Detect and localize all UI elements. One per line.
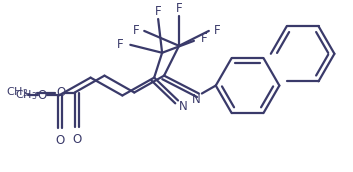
Text: F: F: [176, 2, 182, 15]
Text: F: F: [155, 4, 161, 18]
Text: F: F: [133, 24, 139, 37]
Text: N: N: [179, 100, 187, 113]
Text: CH$_3$: CH$_3$: [15, 89, 37, 102]
Text: F: F: [201, 32, 207, 45]
Text: N: N: [192, 93, 200, 106]
Text: F: F: [117, 38, 124, 51]
Text: O: O: [56, 86, 65, 99]
Text: F: F: [214, 24, 220, 37]
Text: CH$_3$: CH$_3$: [6, 86, 29, 99]
Text: O: O: [72, 133, 81, 146]
Text: O: O: [37, 89, 47, 102]
Text: O: O: [55, 134, 64, 147]
